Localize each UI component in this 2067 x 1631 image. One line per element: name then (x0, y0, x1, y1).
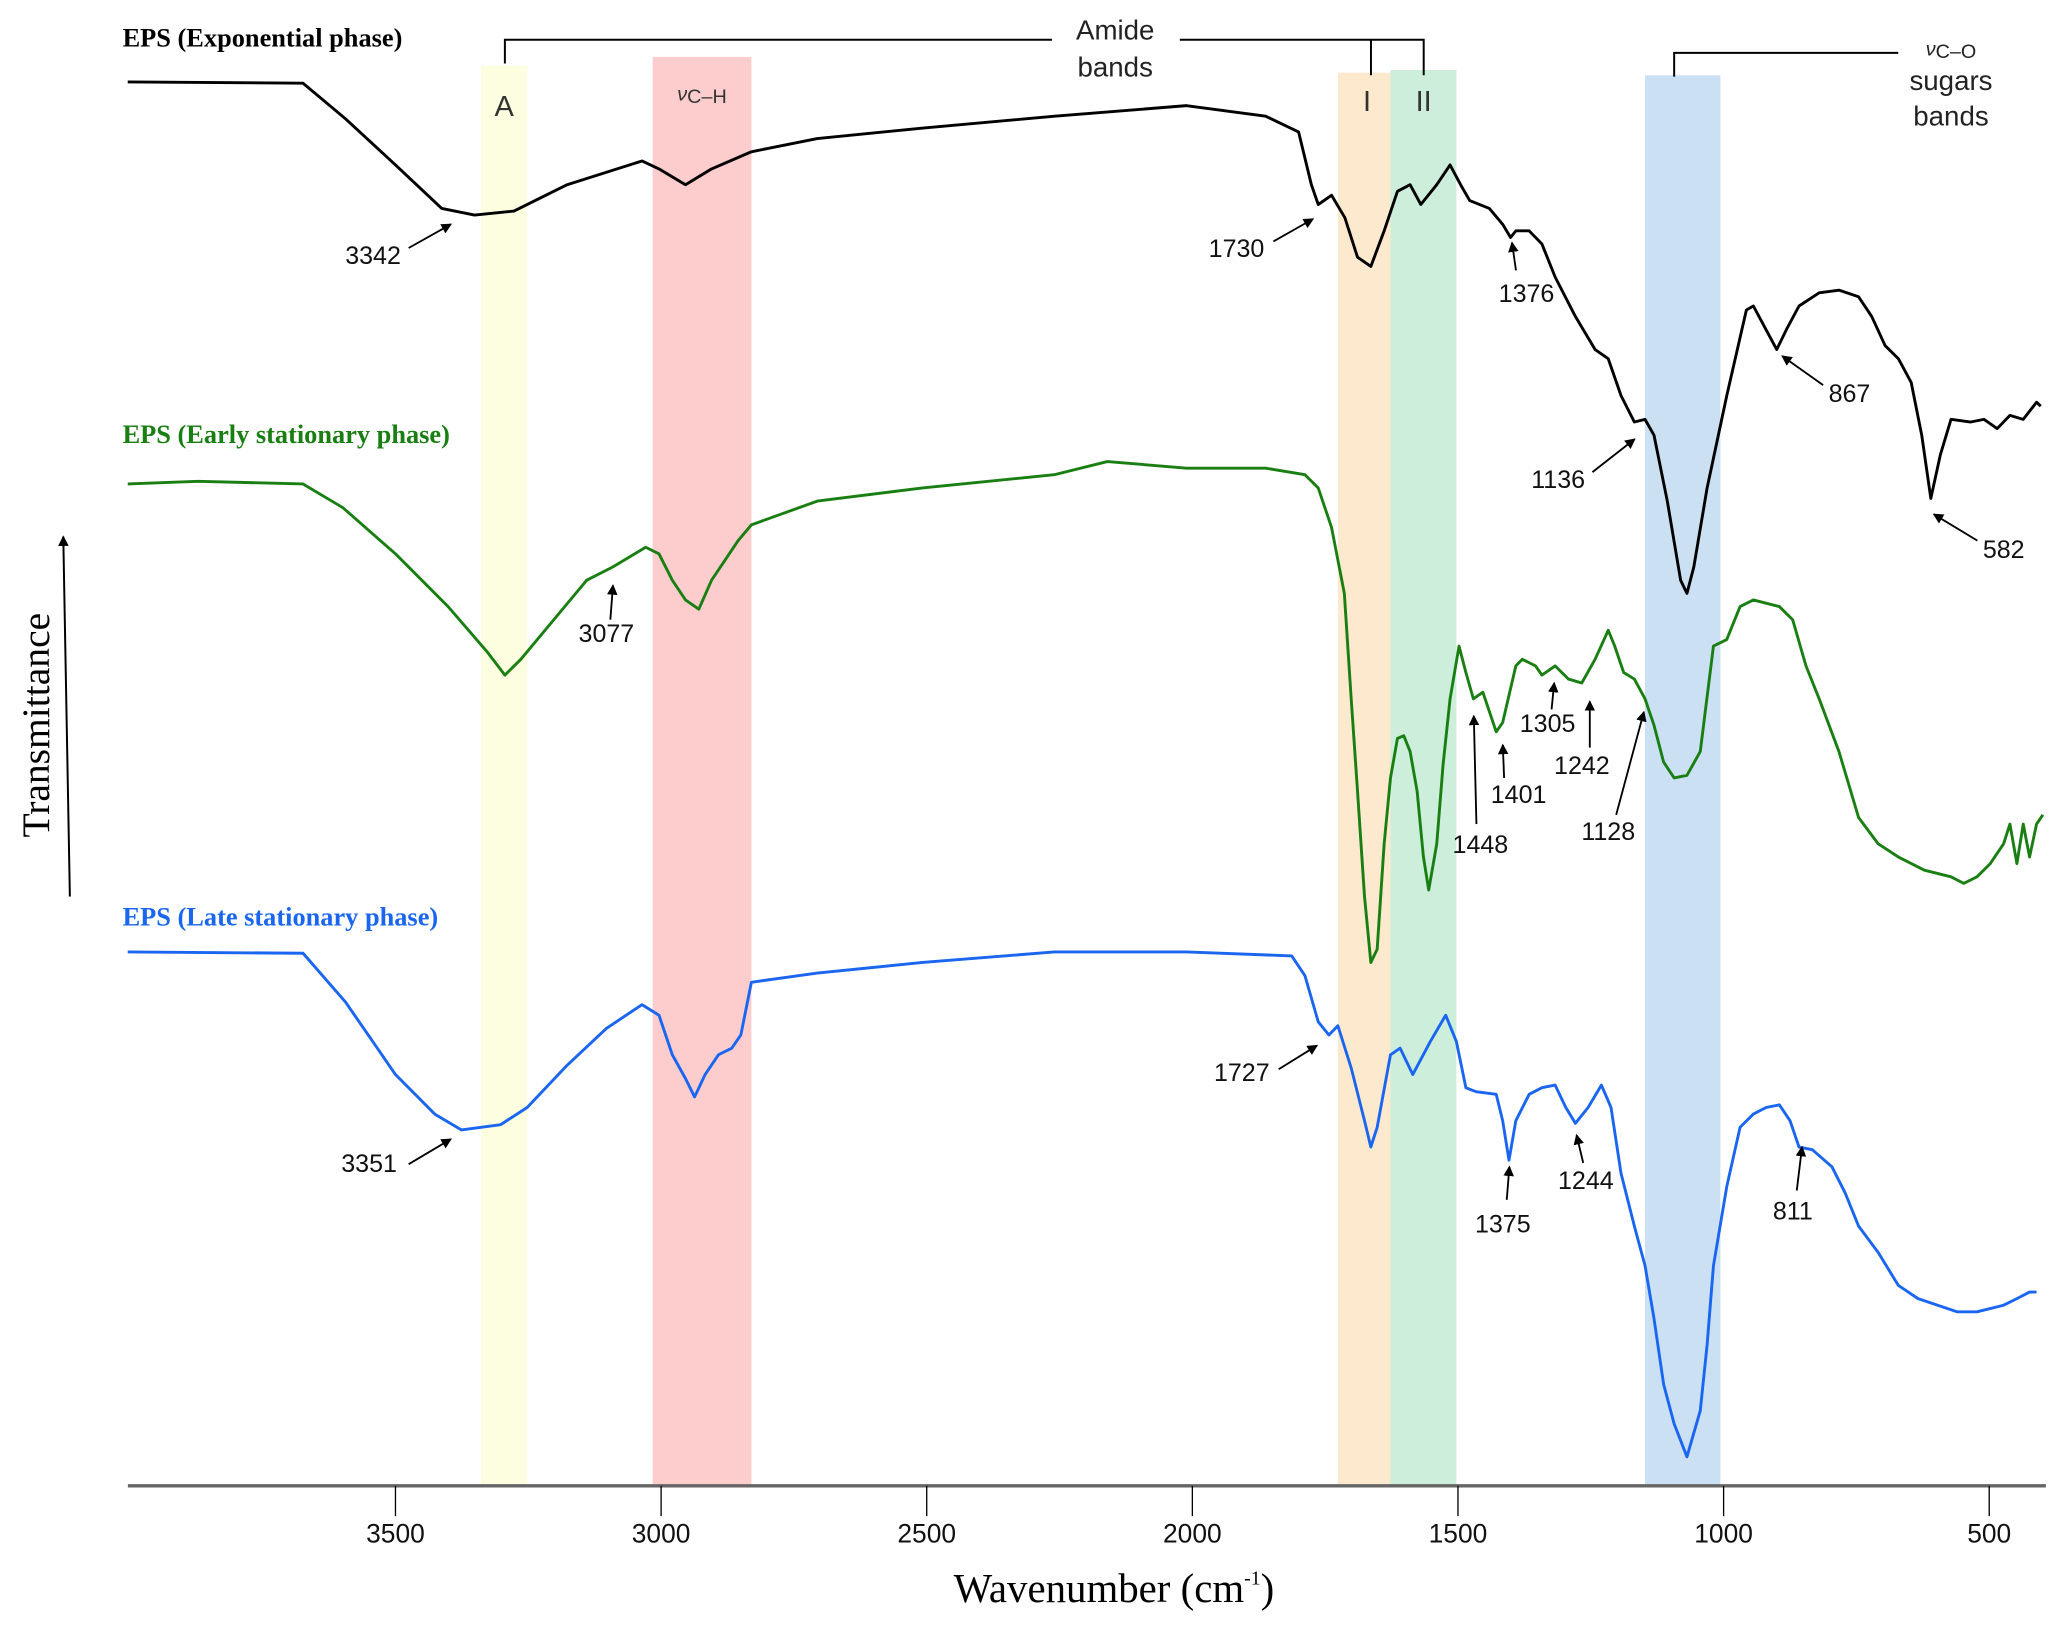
peak-arrow (1573, 1133, 1585, 1164)
x-ticks: 3500 3000 2500 2000 1500 1000 500 (366, 1485, 2011, 1549)
peak-label: 867 (1829, 380, 1871, 408)
peak-label: 1375 (1475, 1211, 1531, 1239)
x-tick-label: 3000 (632, 1519, 691, 1549)
peak-arrow (1278, 1044, 1319, 1071)
peak-label: 1244 (1558, 1167, 1614, 1195)
x-tick-label: 500 (1967, 1519, 2011, 1549)
band-highlight (1390, 70, 1457, 1486)
peak-arrow (1615, 710, 1647, 816)
peak-arrow (1795, 1145, 1807, 1191)
peak-label: 811 (1773, 1198, 1813, 1226)
peak-arrow (1497, 743, 1509, 778)
sugars-bracket (1673, 51, 1899, 77)
peak-label: 1727 (1214, 1059, 1270, 1087)
band-highlight (1644, 75, 1721, 1486)
x-tick-label: 2500 (897, 1519, 956, 1549)
bands-layer (481, 56, 1721, 1486)
peak-arrow (1508, 241, 1519, 271)
band-label-amide-1: I (1363, 86, 1371, 118)
band-highlight (1337, 72, 1391, 1486)
peak-label: 3351 (341, 1150, 397, 1178)
amide-label-line1: Amide (1076, 15, 1154, 46)
peak-label: 1730 (1209, 235, 1265, 263)
x-tick-label: 1500 (1429, 1519, 1488, 1549)
series-line (127, 950, 2037, 1459)
series-line (127, 460, 2045, 964)
series-title: EPS (Exponential phase) (123, 23, 403, 52)
peak-label: 1242 (1554, 752, 1610, 780)
band-highlight (652, 56, 752, 1486)
peak-label: 1448 (1453, 831, 1509, 859)
peak-arrow (1272, 218, 1315, 243)
peak-arrow (408, 223, 452, 249)
series-title: EPS (Late stationary phase) (123, 903, 439, 932)
peak-label: 1376 (1499, 280, 1555, 308)
peak-label: 3077 (579, 620, 635, 648)
nu-subscript: C–H (687, 86, 727, 108)
x-tick-label: 2000 (1163, 1519, 1222, 1549)
peak-label: 1305 (1520, 710, 1576, 738)
peak-arrow (1591, 438, 1636, 473)
peak-label: 1401 (1491, 781, 1547, 809)
sugars-label-line3: bands (1913, 100, 1988, 131)
nu-symbol: ν (677, 83, 687, 105)
peak-arrow (408, 1138, 452, 1165)
peak-label: 1128 (1581, 818, 1635, 846)
band-label-amide-2: II (1416, 86, 1432, 118)
peak-label: 582 (1983, 536, 2025, 564)
peak-label: 3342 (345, 242, 401, 270)
x-tick-label: 3500 (366, 1519, 425, 1549)
peak-arrow (607, 584, 618, 620)
x-axis-label: Wavenumber (cm-1) (954, 1566, 1275, 1611)
series-titles: EPS (Exponential phase) EPS (Early statio… (123, 23, 450, 931)
peak-arrow (1932, 513, 1978, 542)
band-highlight (481, 66, 528, 1486)
nu-subscript: C–O (1936, 41, 1977, 63)
y-axis-arrow (58, 535, 71, 897)
band-label-a: A (494, 91, 514, 123)
peak-arrow (1503, 1165, 1514, 1200)
peak-arrow (1781, 355, 1824, 386)
sugars-label-line1: νC–O (1926, 39, 1977, 64)
x-tick-label: 1000 (1694, 1519, 1753, 1549)
band-label-ch: νC–H (677, 83, 726, 108)
amide-bracket (503, 38, 1425, 76)
series-title: EPS (Early stationary phase) (123, 420, 450, 449)
amide-label-line2: bands (1078, 52, 1153, 83)
nu-symbol: ν (1926, 39, 1936, 61)
x-axis: 3500 3000 2500 2000 1500 1000 500 Wavenumber (… (127, 1484, 2046, 1611)
peak-arrow (1548, 681, 1559, 710)
peak-arrow (1468, 714, 1480, 825)
y-axis-label: Transmittance (14, 613, 58, 838)
series-layer (127, 80, 2045, 1459)
peak-label: 1136 (1531, 466, 1585, 494)
annotations-layer: 3342 1730 1376 1136 867 582 3077 1448 1401 1305 12… (341, 218, 2025, 1239)
y-axis: Transmittance (14, 535, 71, 897)
series-line (127, 80, 2042, 595)
sugars-label-line2: sugars (1909, 65, 1992, 96)
